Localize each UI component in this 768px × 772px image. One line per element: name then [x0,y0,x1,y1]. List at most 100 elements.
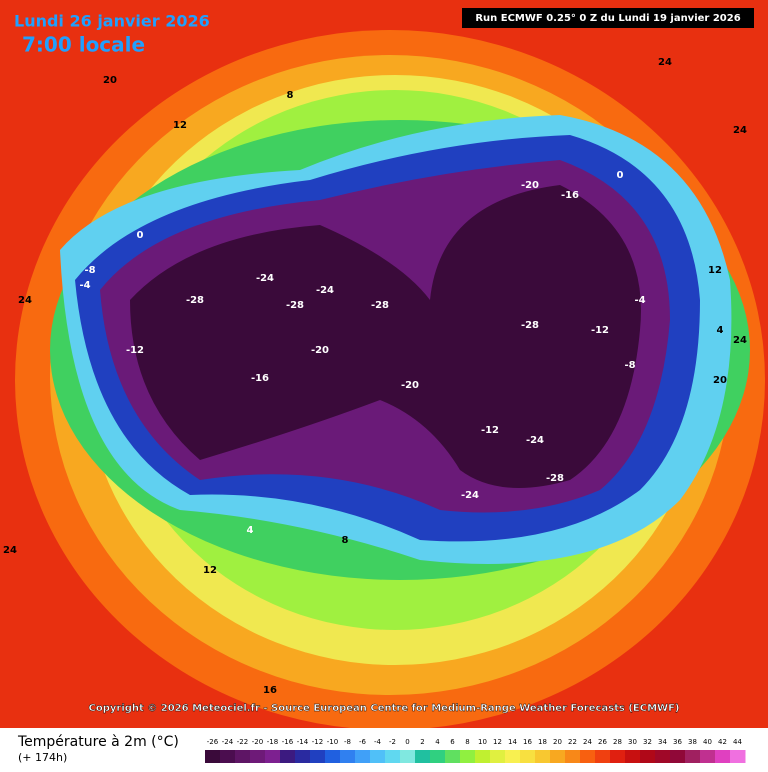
colorbar-label: 34 [658,738,667,746]
colorbar-cell [445,750,461,763]
colorbar-label: 42 [718,738,727,746]
colorbar-cell [355,750,371,763]
map-label: 8 [342,535,349,546]
colorbar-cell [715,750,731,763]
map-label: 24 [658,57,672,68]
colorbar-label: 10 [478,738,487,746]
map-label: -28 [371,300,389,311]
map-label: -28 [186,295,204,306]
colorbar-label: -12 [312,738,323,746]
colorbar-label: -24 [222,738,234,746]
colorbar-cell [490,750,506,763]
colorbar-label: 18 [538,738,547,746]
colorbar-label: 38 [688,738,697,746]
map-label: 0 [137,230,144,241]
map-label: 0 [617,170,624,181]
colorbar-cell [700,750,716,763]
map-label: -12 [126,345,144,356]
colorbar-label: -2 [389,738,396,746]
map-label: -4 [634,295,645,306]
colorbar-label: 30 [628,738,637,746]
map-label: 20 [713,375,727,386]
date: Lundi 26 janvier 2026 [14,12,210,31]
map-label: 24 [733,125,747,136]
colorbar-label: 36 [673,738,682,746]
map-label: -12 [481,425,499,436]
map-label: -20 [521,180,539,191]
colorbar-cell [430,750,446,763]
colorbar-cell [685,750,701,763]
map-label: -28 [521,320,539,331]
colorbar-cell [415,750,431,763]
colorbar-label: 22 [568,738,577,746]
colorbar-cell [550,750,566,763]
run-info: Run ECMWF 0.25° 0 Z du Lundi 19 janvier … [475,13,740,24]
colorbar-label: 40 [703,738,712,746]
colorbar-label: -18 [267,738,278,746]
map-label: 8 [287,90,294,101]
run-box [462,8,754,28]
colorbar-cell [520,750,536,763]
colorbar-cell [310,750,326,763]
map-label: -20 [401,380,419,391]
colorbar-cell [610,750,626,763]
map-labels: -28 -24 -28 -24 -28 -20 -16 -12 -8 -4 0 4 8 12 20 24 24 -… [3,57,747,696]
time: 7:00 locale [22,33,145,57]
colorbar-label: 8 [465,738,469,746]
map-label: 24 [733,335,747,346]
colorbar-cell [535,750,551,763]
colorbar-cell [220,750,236,763]
map-label: -28 [546,473,564,484]
legend-title: Température à 2m (°C) [17,734,179,750]
colorbar-cell [250,750,266,763]
colorbar-label: -6 [359,738,367,746]
colorbar-cell [595,750,611,763]
map-label: 12 [708,265,722,276]
map-label: -8 [84,265,95,276]
colorbar-cell [265,750,281,763]
colorbar-cell [460,750,476,763]
colorbar-cell [565,750,581,763]
colorbar-cell [340,750,356,763]
colorbar-cell [235,750,251,763]
colorbar-label: 26 [598,738,607,746]
colorbar-cell [475,750,491,763]
colorbar-cell [625,750,641,763]
colorbar-label: -10 [327,738,338,746]
colorbar-label: 0 [405,738,409,746]
colorbar-label: -22 [237,738,248,746]
map-label: 20 [103,75,117,86]
colorbar-label: 2 [420,738,424,746]
legend-subtitle: (+ 174h) [18,751,67,764]
colorbar-label: -16 [282,738,294,746]
map-label: -4 [79,280,90,291]
map [0,0,768,730]
map-label: -24 [461,490,479,501]
colorbar-cell [640,750,656,763]
map-label: -24 [526,435,544,446]
colorbar: -26 -24 -22 -20 -18 -16 -14 -12 -10 -8 -6 -4 -2 0 2 4 6 8… [205,738,746,763]
map-label: 16 [263,685,277,696]
colorbar-cell [280,750,296,763]
colorbar-cell [670,750,686,763]
copyright: Copyright © 2026 Meteociel.fr - Source E… [89,703,680,714]
colorbar-cell [580,750,596,763]
colorbar-label: 44 [733,738,742,746]
colorbar-cell [205,750,221,763]
colorbar-label: -26 [207,738,219,746]
colorbar-cell [370,750,386,763]
map-label: -16 [561,190,579,201]
colorbar-cell [400,750,416,763]
colorbar-cell [655,750,671,763]
map-label: 4 [247,525,254,536]
map-label: 12 [203,565,217,576]
map-label: 24 [3,545,17,556]
colorbar-label: 14 [508,738,517,746]
colorbar-label: -20 [252,738,263,746]
colorbar-label: -4 [374,738,382,746]
colorbar-label: 16 [523,738,532,746]
colorbar-label: 24 [583,738,592,746]
colorbar-label: 6 [450,738,455,746]
colorbar-label: 12 [493,738,502,746]
colorbar-label: -8 [344,738,351,746]
